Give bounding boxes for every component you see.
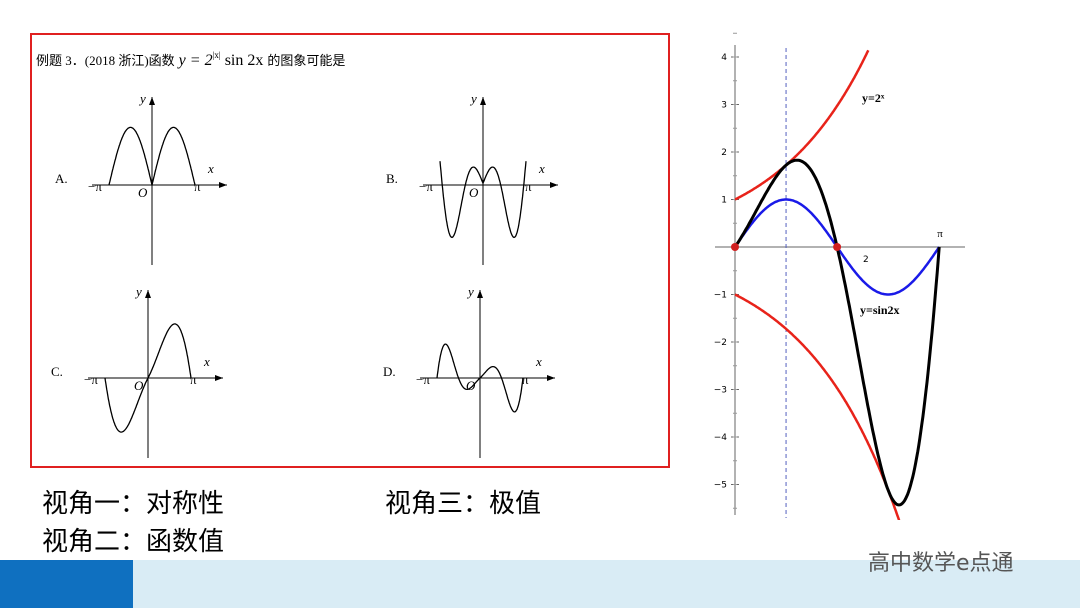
point <box>833 243 842 251</box>
tick-label: −π <box>88 179 102 194</box>
x-tick-label: π <box>937 228 943 240</box>
axis-label: y <box>134 284 142 299</box>
problem-prefix: 例题 3．(2018 浙江)函数 <box>36 53 175 68</box>
option-label: B. <box>386 171 398 186</box>
tick-label: π <box>194 179 201 194</box>
problem-box <box>30 33 670 468</box>
curve-neg-exp <box>734 293 901 520</box>
arrow <box>480 97 558 188</box>
formula-exp: |x| <box>213 50 221 60</box>
option-label: C. <box>51 364 63 379</box>
tick-label: −π <box>416 372 430 387</box>
formula-rest: sin 2x <box>225 52 264 69</box>
y-tick-label: 2 <box>721 148 727 158</box>
footer-block <box>0 560 133 608</box>
arrow <box>145 290 223 381</box>
tick-label: π <box>190 372 197 387</box>
origin-label: O <box>466 378 476 393</box>
x-tick-label: 2 <box>863 255 869 265</box>
curve <box>108 126 196 186</box>
tick-label: π <box>525 179 532 194</box>
axis-label: x <box>203 354 210 369</box>
tick-label: −π <box>419 179 433 194</box>
arrow <box>149 97 227 188</box>
y-tick-label: −4 <box>714 433 728 443</box>
origin-label: O <box>469 185 479 200</box>
axis-label: x <box>538 161 545 176</box>
curve-label: y=2ˣ <box>862 91 885 105</box>
formula: y = 2 <box>177 52 213 69</box>
arrow <box>477 290 555 381</box>
curve-product <box>733 158 941 507</box>
y-tick-label: −1 <box>714 291 727 301</box>
perspective: 视角二：函数值 <box>42 527 224 557</box>
perspective: 视角三：极值 <box>385 489 541 519</box>
axis-label: x <box>535 354 542 369</box>
axis-label: y <box>469 91 477 106</box>
problem-suffix: 的图象可能是 <box>267 53 345 68</box>
tick-label: π <box>522 372 529 387</box>
axis-label: y <box>138 91 146 106</box>
problem: 例题 3．(2018 浙江)函数 y = 2|x| sin 2x 的图象可能是 <box>36 50 345 69</box>
axis-label: y <box>466 284 474 299</box>
origin-label: O <box>138 185 148 200</box>
watermark: 高中数学e点通 <box>868 551 1014 576</box>
option-label: A. <box>55 171 68 186</box>
y-tick-label: −2 <box>714 338 727 348</box>
perspective: 视角一：对称性 <box>42 489 224 519</box>
point <box>731 243 739 251</box>
footer-band <box>0 560 1080 608</box>
y-tick-label: −5 <box>714 481 727 491</box>
tick-label: −π <box>84 372 98 387</box>
y-tick-label: −3 <box>714 386 727 396</box>
curve <box>104 323 192 433</box>
curve <box>439 161 527 239</box>
axis-label: x <box>207 161 214 176</box>
y-tick-label: 3 <box>721 101 727 111</box>
origin-label: O <box>134 378 144 393</box>
curve-exp <box>734 49 870 201</box>
y-tick-label: 1 <box>721 196 727 206</box>
curve-label: y=sin2x <box>860 303 900 317</box>
y-tick-label: 4 <box>721 53 727 63</box>
curve <box>436 343 524 413</box>
option-label: D. <box>383 364 396 379</box>
